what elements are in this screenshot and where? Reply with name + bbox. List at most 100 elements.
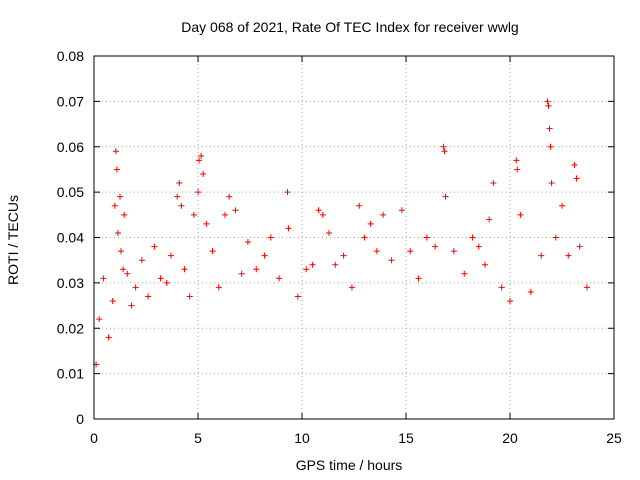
data-point xyxy=(326,229,333,236)
data-point xyxy=(294,293,301,300)
y-tick-label: 0 xyxy=(76,411,84,427)
data-point xyxy=(222,211,229,218)
x-tick-label: 0 xyxy=(90,430,98,446)
data-point xyxy=(226,193,233,200)
axis-ticks xyxy=(93,55,615,420)
data-point xyxy=(167,252,174,259)
data-point xyxy=(151,243,158,250)
data-point xyxy=(145,293,152,300)
data-point xyxy=(132,284,139,291)
data-point xyxy=(114,229,121,236)
data-point xyxy=(285,225,292,232)
grid-lines xyxy=(94,56,614,419)
y-tick-label: 0.02 xyxy=(57,320,84,336)
y-tick-label: 0.03 xyxy=(57,275,84,291)
data-point xyxy=(573,175,580,182)
data-point xyxy=(315,207,322,214)
data-point xyxy=(267,234,274,241)
x-axis-label: GPS time / hours xyxy=(296,457,403,473)
y-tick-label: 0.07 xyxy=(57,93,84,109)
data-point xyxy=(118,248,125,255)
data-point xyxy=(367,220,374,227)
data-point xyxy=(232,207,239,214)
y-tick-label: 0.01 xyxy=(57,366,84,382)
data-point xyxy=(244,239,251,246)
x-tick-label: 20 xyxy=(502,430,518,446)
data-point xyxy=(163,279,170,286)
data-point xyxy=(517,211,524,218)
data-point xyxy=(348,284,355,291)
data-point xyxy=(340,252,347,259)
data-point xyxy=(112,148,119,155)
data-point xyxy=(203,220,210,227)
data-point xyxy=(319,211,326,218)
y-tick-label: 0.05 xyxy=(57,184,84,200)
x-tick-label: 10 xyxy=(294,430,310,446)
data-point xyxy=(109,298,116,305)
data-point xyxy=(583,284,590,291)
data-point xyxy=(138,257,145,264)
data-point xyxy=(361,234,368,241)
data-point xyxy=(100,275,107,282)
data-point xyxy=(178,202,185,209)
data-point xyxy=(186,293,193,300)
chart-title: Day 068 of 2021, Rate Of TEC Index for r… xyxy=(181,19,518,35)
data-point xyxy=(196,157,203,164)
data-point xyxy=(565,252,572,259)
data-point xyxy=(513,157,520,164)
data-point xyxy=(120,266,127,273)
data-point xyxy=(538,252,545,259)
data-point xyxy=(261,252,268,259)
data-point xyxy=(332,261,339,268)
data-point xyxy=(356,202,363,209)
y-tick-label: 0.06 xyxy=(57,139,84,155)
data-point xyxy=(174,193,181,200)
data-point xyxy=(388,257,395,264)
data-marks xyxy=(93,98,590,368)
data-point xyxy=(380,211,387,218)
data-point xyxy=(544,98,551,105)
data-point xyxy=(486,216,493,223)
data-point xyxy=(96,316,103,323)
data-point xyxy=(440,143,447,150)
y-tick-label: 0.04 xyxy=(57,230,84,246)
data-point xyxy=(105,334,112,341)
data-point xyxy=(398,207,405,214)
data-point xyxy=(498,284,505,291)
data-point xyxy=(373,248,380,255)
data-point xyxy=(195,189,201,196)
data-point xyxy=(546,125,553,132)
data-point xyxy=(545,102,552,109)
data-point xyxy=(482,261,489,268)
data-point xyxy=(198,152,205,159)
data-point xyxy=(432,243,439,250)
data-point xyxy=(407,248,414,255)
data-point xyxy=(117,193,123,200)
data-point xyxy=(514,166,521,173)
data-point xyxy=(442,193,449,200)
data-point xyxy=(461,270,468,277)
data-point xyxy=(309,261,316,268)
y-axis-label: ROTI / TECUs xyxy=(5,195,21,285)
data-point xyxy=(450,248,457,255)
data-point xyxy=(157,275,164,282)
y-tick-labels: 0 0.01 0.02 0.03 0.04 0.05 0.06 0.07 0.08 xyxy=(57,48,84,427)
data-point xyxy=(469,234,476,241)
data-point xyxy=(303,266,310,273)
data-point xyxy=(548,180,555,187)
data-point xyxy=(200,170,207,177)
data-point xyxy=(576,243,583,250)
data-point xyxy=(209,248,216,255)
data-point xyxy=(113,166,120,173)
data-point xyxy=(423,234,430,241)
x-tick-label: 25 xyxy=(606,430,622,446)
data-point xyxy=(253,266,260,273)
data-point xyxy=(215,284,222,291)
data-point xyxy=(176,180,183,187)
data-point xyxy=(441,148,448,155)
data-point xyxy=(571,161,578,168)
data-point xyxy=(276,275,283,282)
data-point xyxy=(527,288,534,295)
